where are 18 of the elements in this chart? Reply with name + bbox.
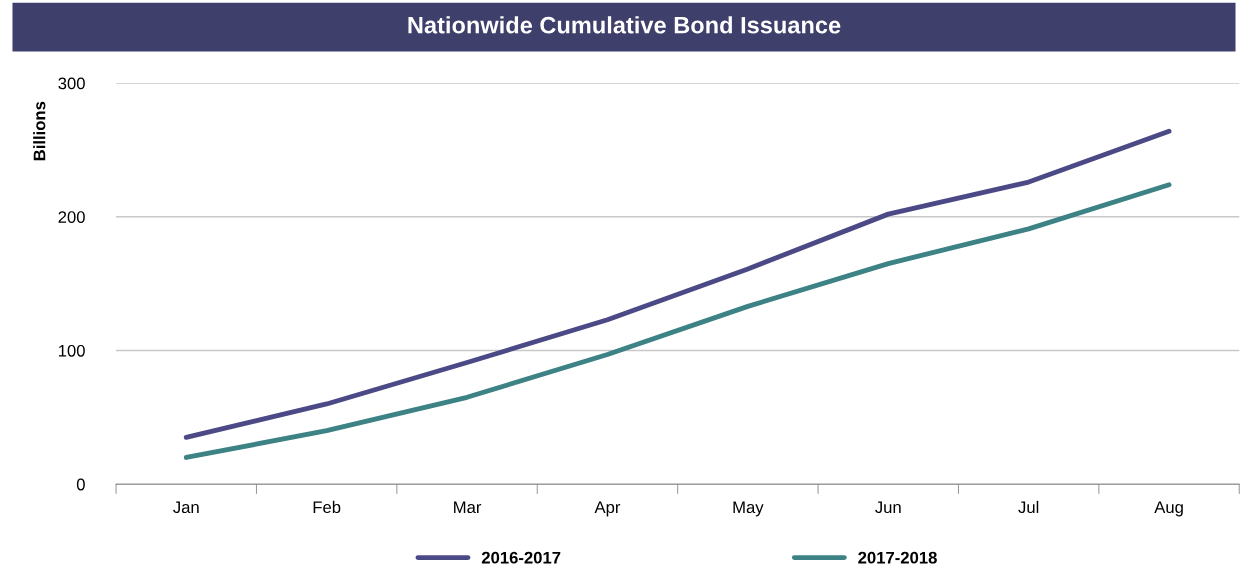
x-tick-label: Aug xyxy=(1154,501,1183,517)
legend-label: 2016-2017 xyxy=(481,551,561,564)
x-tick-label: Jan xyxy=(173,501,199,514)
y-tick-label: 100 xyxy=(58,344,85,357)
x-tick-label: Apr xyxy=(594,501,621,517)
line-series xyxy=(183,182,1172,460)
x-tick-label: Feb xyxy=(313,500,341,514)
legend-label: 2017-2018 xyxy=(858,551,937,564)
line-series xyxy=(183,128,1172,440)
x-tick-label: Jul xyxy=(1018,500,1039,514)
chart-title: Nationwide Cumulative Bond Issuance xyxy=(408,16,841,34)
x-tick-label: Mar xyxy=(454,501,482,514)
y-tick-label: 300 xyxy=(58,77,85,90)
y-tick-label: 200 xyxy=(58,211,85,223)
y-tick-label: 0 xyxy=(76,478,85,491)
x-tick-label: May xyxy=(733,501,764,517)
x-tick-label: Jun xyxy=(875,501,901,514)
y-axis-title: Billions xyxy=(33,101,46,161)
